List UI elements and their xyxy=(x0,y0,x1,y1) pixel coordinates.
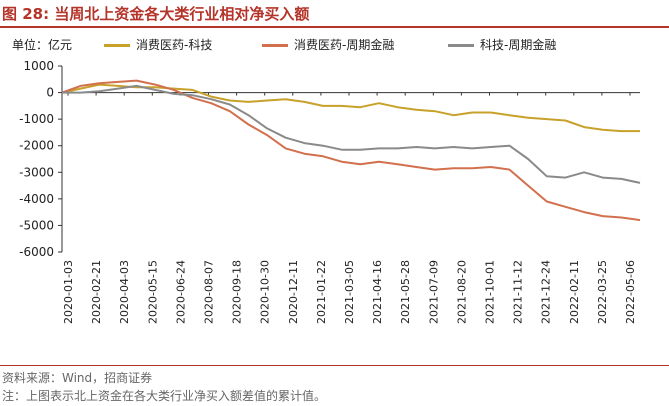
legend-item-series-0: 消费医药-科技 xyxy=(104,36,212,53)
legend: 消费医药-科技 消费医药-周期金融 科技-周期金融 xyxy=(0,36,669,52)
unit-label: 单位：亿元 xyxy=(12,38,73,52)
legend-label-series-2: 科技-周期金融 xyxy=(480,38,557,52)
title-divider xyxy=(0,26,669,28)
legend-label-series-1: 消费医药-周期金融 xyxy=(294,38,395,52)
y-tick-label: -4000 xyxy=(19,192,54,206)
legend-item-series-2: 科技-周期金融 xyxy=(448,36,556,53)
x-tick-label: 2021-11-12 xyxy=(512,260,525,324)
x-tick-label: 2021-08-20 xyxy=(455,260,468,324)
x-tick-label: 2020-10-30 xyxy=(259,260,272,324)
x-tick-label: 2020-02-21 xyxy=(90,260,103,324)
x-tick-label: 2022-05-06 xyxy=(624,260,637,324)
x-tick-label: 2021-03-05 xyxy=(343,260,356,324)
legend-label-series-0: 消费医药-科技 xyxy=(136,38,213,52)
series-line-1 xyxy=(61,79,641,222)
x-tick-label: 2020-09-18 xyxy=(231,260,244,324)
y-tick-label: -2000 xyxy=(19,139,54,153)
x-tick-label: 2021-07-09 xyxy=(427,260,440,324)
y-tick-label: 1000 xyxy=(23,59,54,73)
note-text: 注：上图表示北上资金在各大类行业净买入额差值的累计值。 xyxy=(2,389,327,403)
line-chart: 1000 0 -1000 -2000 -3000 -4000 -5000 -6000 2020-… xyxy=(19,59,641,324)
series-line-0 xyxy=(61,83,640,133)
footer-divider xyxy=(0,365,669,366)
legend-swatch-series-0 xyxy=(104,44,130,47)
x-tick-label: 2020-12-11 xyxy=(287,260,300,324)
legend-swatch-series-1 xyxy=(262,44,288,47)
y-tick-label: -6000 xyxy=(19,245,54,259)
source-text: 资料来源：Wind，招商证券 xyxy=(2,371,153,385)
x-tick-label: 2022-03-25 xyxy=(596,260,609,324)
legend-item-series-1: 消费医药-周期金融 xyxy=(262,36,394,53)
x-tick-label: 2020-04-03 xyxy=(118,260,131,324)
series-line-2 xyxy=(62,84,641,184)
x-tick-label: 2021-01-22 xyxy=(315,260,328,324)
y-tick-label: -5000 xyxy=(19,218,54,232)
x-tick-label: 2021-05-28 xyxy=(399,260,412,324)
legend-swatch-series-2 xyxy=(448,44,474,47)
x-tick-label: 2020-05-15 xyxy=(146,260,159,324)
title-bar: 图 28: 当周北上资金各大类行业相对净买入额 xyxy=(0,0,669,26)
y-tick-label: -3000 xyxy=(19,165,54,179)
y-tick-label: 0 xyxy=(46,86,54,100)
x-tick-label: 2020-08-07 xyxy=(203,260,216,324)
x-tick-label: 2021-04-16 xyxy=(371,260,384,324)
y-tick-label: -1000 xyxy=(19,112,54,126)
x-tick-label: 2020-06-24 xyxy=(174,260,187,324)
x-tick-label: 2020-01-03 xyxy=(62,260,75,324)
x-tick-label: 2021-10-01 xyxy=(484,260,497,324)
x-tick-label: 2022-02-11 xyxy=(568,260,581,324)
x-tick-label: 2021-12-24 xyxy=(540,260,553,324)
chart-title: 图 28: 当周北上资金各大类行业相对净买入额 xyxy=(2,5,310,23)
